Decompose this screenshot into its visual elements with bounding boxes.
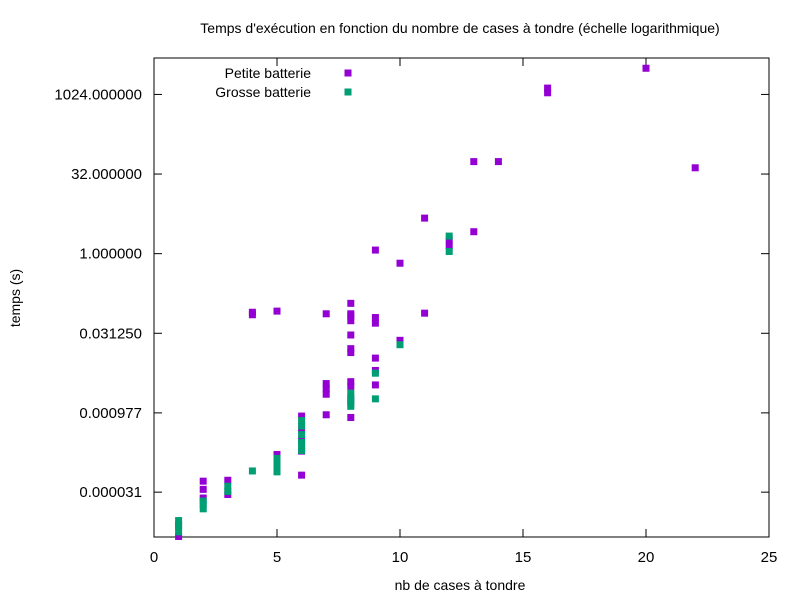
x-axis: 0 5 10 15 20 25 [150,58,778,566]
data-point [322,385,330,393]
x-tick-label: 10 [392,549,409,566]
data-point [494,158,502,166]
data-point [445,232,453,240]
data-point [298,431,306,439]
data-point [371,381,379,389]
data-point [175,528,183,536]
y-axis: 0.000031 0.000977 0.031250 1.000000 32.00000… [54,86,769,501]
data-point [347,345,355,353]
y-tick-label: 0.000977 [79,405,142,422]
x-tick-label: 20 [638,549,655,566]
data-point [224,476,232,484]
data-point [273,468,281,476]
data-point [347,378,355,386]
data-point [322,390,330,398]
legend-marker [344,88,352,96]
y-tick-label: 1024.000000 [54,86,142,103]
data-point [371,314,379,322]
data-point [199,505,207,513]
data-point [347,413,355,421]
data-point [347,317,355,325]
data-point [470,158,478,166]
data-point [347,299,355,307]
data-point [298,422,306,430]
data-point [298,442,306,450]
data-point [347,389,355,397]
data-point [248,308,256,316]
x-tick-label: 25 [761,549,778,566]
data-point [371,395,379,403]
data-point [445,242,453,250]
data-point [347,349,355,357]
data-point [224,482,232,490]
data-point [273,307,281,315]
data-point [199,477,207,485]
data-point [347,331,355,339]
plot-frame [153,57,770,538]
plot-border [153,57,770,538]
y-tick-label: 1.000000 [79,246,142,263]
data-point [396,259,404,267]
x-axis-label: nb de cases à tondre [395,577,526,593]
data-point [544,89,552,97]
y-axis-label: temps (s) [7,269,23,327]
data-point [347,382,355,390]
data-point [347,399,355,407]
data-point [298,412,306,420]
data-point [273,454,281,462]
data-point [396,341,404,349]
data-point [298,438,306,446]
data-point [175,522,183,530]
data-point [421,214,429,222]
y-tick-label: 0.000031 [79,484,142,501]
legend-label: Grosse batterie [215,84,311,100]
data-point [347,310,355,318]
data-point [347,394,355,402]
data-point [445,247,453,255]
data-point [642,64,650,72]
data-point [199,501,207,509]
data-point [371,354,379,362]
data-point [396,336,404,344]
data-point [273,464,281,472]
data-point [248,467,256,475]
data-point [371,319,379,327]
data-point [298,417,306,425]
legend-marker [344,69,352,77]
legend-label: Petite batterie [225,65,312,81]
data-point [322,380,330,388]
data-point [298,471,306,479]
data-point [322,411,330,419]
data-point [445,236,453,244]
x-tick-label: 5 [273,549,281,566]
legend: Petite batterie Grosse batterie [215,65,352,100]
series-1 [175,232,453,536]
data-point [199,485,207,493]
data-points [175,64,699,540]
data-point [175,517,183,525]
y-tick-label: 0.031250 [79,325,142,342]
data-point [470,228,478,236]
data-point [199,497,207,505]
data-point [421,309,429,317]
data-point [175,532,183,540]
data-point [544,84,552,92]
data-point [273,450,281,458]
x-tick-label: 0 [150,549,158,566]
data-point [224,487,232,495]
y-tick-label: 32.000000 [71,166,142,183]
data-point [298,446,306,454]
data-point [371,246,379,254]
chart-title: Temps d'exécution en fonction du nombre … [200,20,719,36]
data-point [322,310,330,318]
x-tick-label: 15 [515,549,532,566]
data-point [691,164,699,172]
data-point [371,369,379,377]
